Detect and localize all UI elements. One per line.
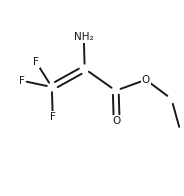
Text: NH₂: NH₂ bbox=[74, 32, 94, 42]
Text: F: F bbox=[50, 112, 56, 122]
Text: O: O bbox=[142, 75, 150, 85]
Text: F: F bbox=[19, 76, 25, 86]
Text: O: O bbox=[113, 116, 121, 126]
Text: F: F bbox=[33, 57, 39, 67]
